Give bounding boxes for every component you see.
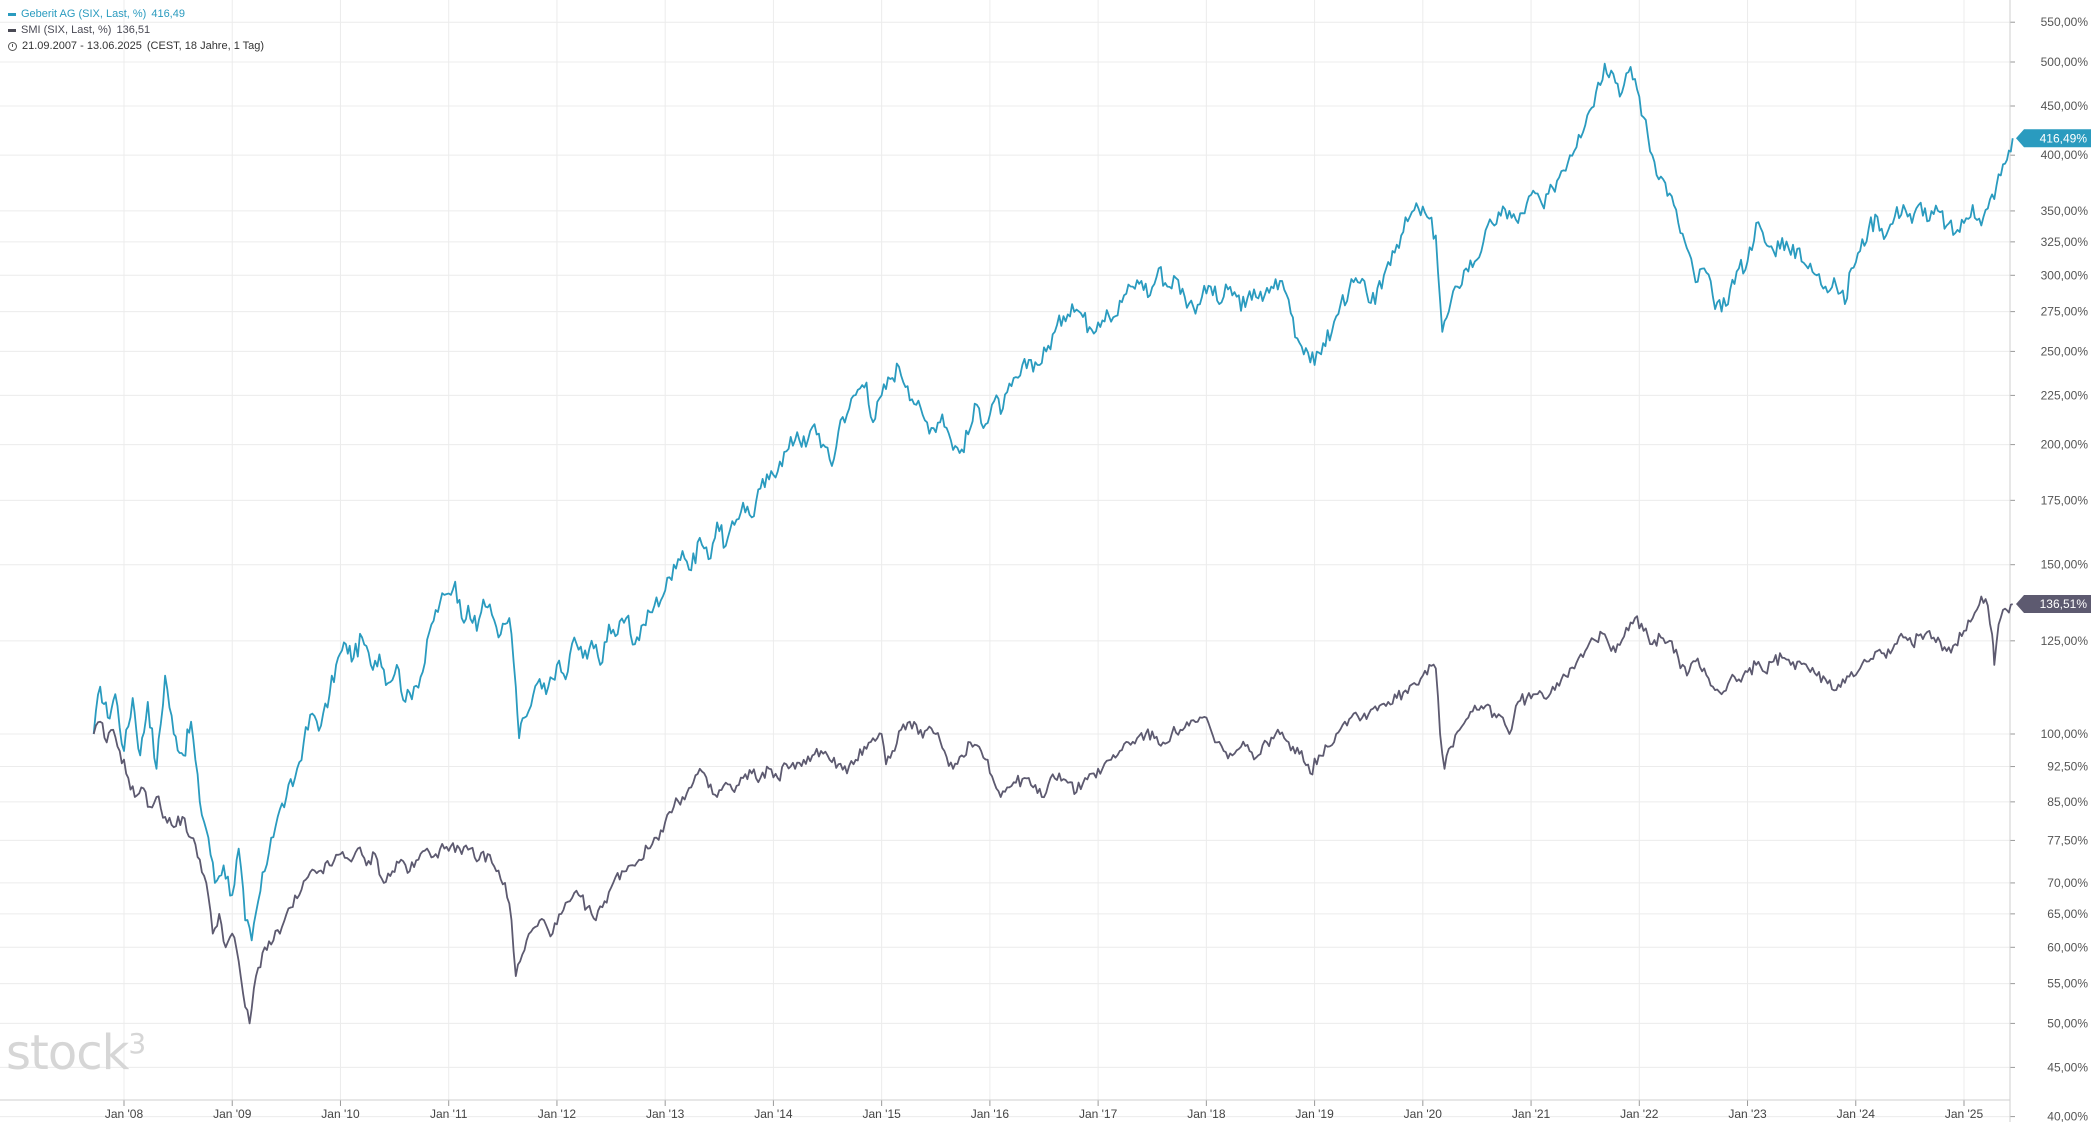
value-tag-label: 136,51% xyxy=(2040,597,2088,611)
date-range-detail: (CEST, 18 Jahre, 1 Tag) xyxy=(146,40,265,52)
legend-geberit-value: 416,49 xyxy=(151,8,185,20)
clock-icon xyxy=(8,41,17,51)
value-tag-label: 416,49% xyxy=(2040,131,2088,145)
x-tick-label: Jan '18 xyxy=(1187,1107,1226,1121)
y-tick-label: 100,00% xyxy=(2041,727,2089,741)
y-tick-label: 325,00% xyxy=(2041,235,2089,249)
x-tick-label: Jan '10 xyxy=(321,1107,360,1121)
x-tick-label: Jan '22 xyxy=(1620,1107,1659,1121)
y-tick-label: 225,00% xyxy=(2041,388,2089,402)
x-tick-label: Jan '25 xyxy=(1945,1107,1984,1121)
y-tick-label: 55,00% xyxy=(2047,977,2088,991)
x-tick-label: Jan '21 xyxy=(1512,1107,1551,1121)
y-tick-label: 85,00% xyxy=(2047,795,2088,809)
y-tick-label: 70,00% xyxy=(2047,876,2088,890)
legend-item-geberit[interactable]: Geberit AG (SIX, Last, %) 416,49 xyxy=(8,6,264,22)
y-tick-label: 275,00% xyxy=(2041,305,2089,319)
legend-date-range: 21.09.2007 - 13.06.2025 (CEST, 18 Jahre,… xyxy=(8,38,264,54)
y-tick-label: 150,00% xyxy=(2041,558,2089,572)
y-tick-label: 92,50% xyxy=(2047,760,2088,774)
x-tick-label: Jan '20 xyxy=(1404,1107,1443,1121)
y-tick-label: 550,00% xyxy=(2041,15,2089,29)
y-tick-label: 500,00% xyxy=(2041,55,2089,69)
x-tick-label: Jan '12 xyxy=(538,1107,577,1121)
date-range-label: 21.09.2007 - 13.06.2025 xyxy=(22,40,142,52)
geberit-last-value-tag: 416,49% xyxy=(2016,129,2091,148)
y-tick-label: 125,00% xyxy=(2041,634,2089,648)
x-tick-label: Jan '17 xyxy=(1079,1107,1118,1121)
value-tag-shape xyxy=(2016,129,2091,148)
x-tick-label: Jan '13 xyxy=(646,1107,685,1121)
x-tick-label: Jan '09 xyxy=(213,1107,252,1121)
chart-legend: Geberit AG (SIX, Last, %) 416,49 SMI (SI… xyxy=(8,6,264,54)
y-tick-label: 77,50% xyxy=(2047,833,2088,847)
x-tick-label: Jan '11 xyxy=(430,1107,468,1121)
watermark-sup: 3 xyxy=(128,1027,146,1060)
y-tick-label: 175,00% xyxy=(2041,493,2089,507)
geberit-swatch xyxy=(8,12,16,16)
y-tick-label: 300,00% xyxy=(2041,268,2089,282)
x-tick-label: Jan '08 xyxy=(105,1107,144,1121)
y-tick-label: 400,00% xyxy=(2041,148,2089,162)
y-tick-label: 450,00% xyxy=(2041,99,2089,113)
smi-swatch xyxy=(8,28,16,32)
watermark-text: stock xyxy=(6,1025,129,1081)
x-tick-label: Jan '15 xyxy=(862,1107,901,1121)
x-tick-label: Jan '16 xyxy=(971,1107,1010,1121)
legend-item-smi[interactable]: SMI (SIX, Last, %) 136,51 xyxy=(8,22,264,38)
x-tick-label: Jan '14 xyxy=(754,1107,793,1121)
y-tick-label: 200,00% xyxy=(2041,438,2089,452)
smi-last-value-tag: 136,51% xyxy=(2016,595,2091,614)
y-tick-label: 60,00% xyxy=(2047,940,2088,954)
y-tick-label: 65,00% xyxy=(2047,907,2088,921)
value-tag-shape xyxy=(2016,595,2091,614)
x-tick-label: Jan '23 xyxy=(1728,1107,1767,1121)
legend-smi-label: SMI (SIX, Last, %) xyxy=(21,24,112,36)
y-tick-label: 350,00% xyxy=(2041,204,2089,218)
smi-series-line[interactable] xyxy=(92,595,2013,1025)
y-tick-label: 50,00% xyxy=(2047,1016,2088,1030)
y-tick-label: 40,00% xyxy=(2047,1110,2088,1122)
y-tick-label: 45,00% xyxy=(2047,1060,2088,1074)
geberit-series-line[interactable] xyxy=(92,62,2014,942)
legend-smi-value: 136,51 xyxy=(116,24,151,36)
y-tick-label: 250,00% xyxy=(2041,344,2089,358)
legend-geberit-label: Geberit AG (SIX, Last, %) xyxy=(21,8,147,20)
brand-watermark: stock3 xyxy=(6,1025,146,1081)
x-tick-label: Jan '19 xyxy=(1295,1107,1334,1121)
x-tick-label: Jan '24 xyxy=(1837,1107,1876,1121)
